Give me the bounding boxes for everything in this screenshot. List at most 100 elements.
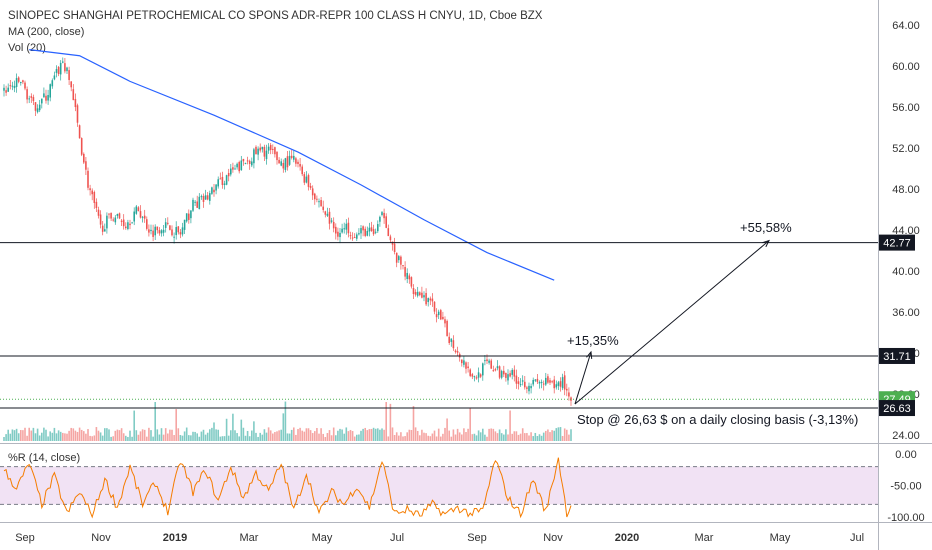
volume-bar bbox=[127, 436, 129, 441]
volume-bar bbox=[542, 432, 545, 441]
volume-bar bbox=[347, 431, 350, 441]
candle-body bbox=[215, 184, 217, 191]
candle-body bbox=[513, 369, 516, 377]
volume-bar bbox=[450, 436, 453, 441]
candle-body bbox=[377, 224, 379, 232]
candle-body bbox=[74, 98, 77, 108]
candle-body bbox=[293, 155, 295, 160]
volume-bar bbox=[372, 427, 375, 441]
volume-bar bbox=[423, 432, 425, 441]
candle-body bbox=[167, 222, 169, 224]
volume-bar bbox=[133, 410, 135, 441]
x-tick-label: Nov bbox=[91, 532, 111, 544]
volume-bar bbox=[337, 430, 339, 441]
volume-bar bbox=[13, 430, 16, 441]
candle-body bbox=[530, 386, 532, 389]
volume-bar bbox=[217, 429, 219, 441]
volume-bar bbox=[160, 428, 163, 441]
candle-body bbox=[135, 206, 138, 214]
candle-body bbox=[280, 161, 282, 166]
volume-bar bbox=[215, 429, 217, 441]
volume-bar bbox=[91, 436, 93, 441]
candle-body bbox=[64, 63, 66, 72]
candle-body bbox=[372, 229, 375, 235]
volume-bar bbox=[89, 435, 91, 441]
candle-body bbox=[129, 223, 131, 226]
candle-body bbox=[28, 98, 30, 100]
volume-bar bbox=[503, 434, 505, 441]
candle-body bbox=[185, 213, 188, 222]
volume-bar bbox=[211, 427, 213, 441]
volume-bar bbox=[70, 427, 72, 441]
candle-body bbox=[448, 336, 450, 344]
candle-body bbox=[540, 381, 543, 383]
volume-bar bbox=[507, 434, 509, 441]
x-tick-label: 2020 bbox=[615, 532, 639, 544]
candle-body bbox=[137, 207, 140, 212]
volume-bar bbox=[95, 427, 98, 441]
stop-label: Stop @ 26,63 $ on a daily closing basis … bbox=[577, 412, 858, 427]
legend-ma[interactable]: MA (200, close) bbox=[8, 26, 85, 38]
volume-bar bbox=[55, 433, 58, 441]
volume-bar bbox=[137, 434, 140, 441]
y-tick-label: 52.00 bbox=[892, 143, 920, 155]
price-label-box bbox=[879, 400, 915, 417]
candle-body bbox=[532, 379, 534, 385]
candle-body bbox=[106, 215, 108, 229]
volume-bar bbox=[76, 431, 79, 441]
volume-bar bbox=[318, 433, 320, 441]
volume-bar bbox=[335, 435, 337, 441]
target2-arrow bbox=[574, 240, 770, 405]
candle-body bbox=[461, 359, 463, 364]
candle-body bbox=[528, 385, 530, 392]
wr-tick-label: 0.00 bbox=[895, 449, 916, 461]
volume-bar bbox=[259, 432, 261, 441]
volume-bar bbox=[526, 433, 528, 441]
candle-body bbox=[311, 188, 314, 196]
candle-body bbox=[318, 201, 320, 203]
volume-bar bbox=[559, 427, 562, 441]
williams-r-label[interactable]: %R (14, close) bbox=[8, 452, 81, 464]
candle-body bbox=[324, 211, 327, 215]
candle-body bbox=[301, 166, 303, 175]
candle-body bbox=[49, 84, 51, 98]
volume-bar bbox=[265, 432, 268, 441]
x-tick-label: Jul bbox=[390, 532, 404, 544]
volume-bar bbox=[206, 432, 209, 441]
volume-bar bbox=[85, 433, 87, 441]
volume-bar bbox=[72, 428, 75, 441]
volume-bar bbox=[171, 429, 173, 441]
candle-body bbox=[15, 78, 18, 87]
y-tick-label: 64.00 bbox=[892, 20, 920, 32]
volume-bar bbox=[307, 428, 310, 441]
candle-body bbox=[171, 229, 173, 236]
volume-bar bbox=[278, 430, 280, 441]
candle-body bbox=[188, 213, 190, 220]
candle-body bbox=[20, 82, 22, 84]
volume-bar bbox=[490, 428, 492, 441]
candle-body bbox=[362, 226, 364, 231]
volume-bar bbox=[110, 436, 112, 441]
y-tick-label: 24.00 bbox=[892, 430, 920, 442]
candle-body bbox=[131, 222, 133, 224]
candle-body bbox=[467, 366, 469, 369]
volume-bar bbox=[356, 434, 358, 441]
volume-bar bbox=[561, 435, 564, 441]
volume-bar bbox=[116, 429, 119, 441]
volume-bar bbox=[496, 433, 499, 441]
candle-body bbox=[225, 175, 228, 185]
price-label-box bbox=[879, 234, 915, 251]
candle-body bbox=[563, 375, 566, 390]
volume-bar bbox=[519, 433, 522, 441]
volume-bar bbox=[269, 430, 272, 441]
volume-bar bbox=[532, 436, 534, 441]
candle-body bbox=[267, 146, 270, 151]
volume-bar bbox=[461, 434, 463, 441]
candle-body bbox=[309, 185, 312, 188]
candle-body bbox=[536, 378, 539, 382]
candle-body bbox=[160, 230, 163, 234]
candle-body bbox=[223, 183, 226, 185]
volume-bar bbox=[299, 427, 301, 441]
volume-bar bbox=[45, 429, 47, 441]
